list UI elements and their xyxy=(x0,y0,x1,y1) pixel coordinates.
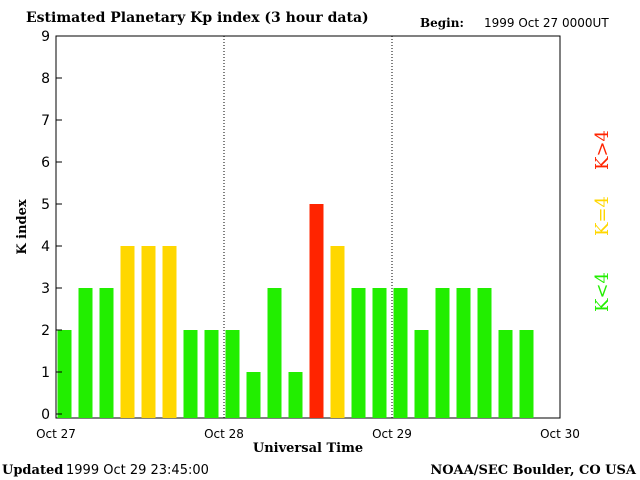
legend-k-equal-4: K=4 xyxy=(592,196,613,236)
kp-bar xyxy=(414,330,429,418)
kp-bar xyxy=(99,288,114,418)
kp-bar xyxy=(372,288,387,418)
kp-bar xyxy=(120,246,135,418)
x-axis-title: Universal Time xyxy=(253,441,363,456)
y-axis: 0 1 2 3 4 5 6 7 8 9 xyxy=(41,29,62,423)
kp-bar xyxy=(330,246,345,418)
kp-bar xyxy=(78,288,93,418)
x-tick-label: Oct 29 xyxy=(372,427,412,441)
y-tick-label: 1 xyxy=(41,365,50,381)
kp-bars xyxy=(57,204,534,418)
legend-k-less-4: K<4 xyxy=(592,272,613,312)
kp-bar xyxy=(519,330,534,418)
kp-bar xyxy=(351,288,366,418)
source-credit: NOAA/SEC Boulder, CO USA xyxy=(430,463,637,478)
y-tick-label: 7 xyxy=(41,113,50,129)
chart-title: Estimated Planetary Kp index (3 hour dat… xyxy=(26,10,369,26)
kp-bar xyxy=(498,330,513,418)
begin-label: Begin: xyxy=(420,16,464,30)
y-tick-label: 6 xyxy=(41,155,50,171)
kp-bar xyxy=(435,288,450,418)
kp-bar xyxy=(288,372,303,418)
x-axis: Oct 27 Oct 28 Oct 29 Oct 30 xyxy=(36,427,580,441)
updated-label: Updated xyxy=(2,463,63,478)
x-tick-label: Oct 27 xyxy=(36,427,76,441)
kp-bar xyxy=(267,288,282,418)
y-tick-label: 4 xyxy=(41,239,50,255)
kp-bar xyxy=(309,204,324,418)
kp-bar xyxy=(456,288,471,418)
y-tick-label: 2 xyxy=(41,323,50,339)
y-axis-title: K index xyxy=(15,199,30,255)
x-tick-label: Oct 30 xyxy=(540,427,580,441)
y-tick-label: 5 xyxy=(41,197,50,213)
y-tick-label: 9 xyxy=(41,29,50,45)
plot-area xyxy=(55,35,561,419)
updated-value: 1999 Oct 29 23:45:00 xyxy=(66,463,209,478)
legend-k-greater-4: K>4 xyxy=(592,130,613,170)
kp-bar xyxy=(225,330,240,418)
kp-bar xyxy=(57,330,72,418)
y-tick-label: 3 xyxy=(41,281,50,297)
kp-bar xyxy=(246,372,261,418)
kp-bar xyxy=(393,288,408,418)
kp-bar xyxy=(162,246,177,418)
y-tick-label: 0 xyxy=(41,407,50,423)
x-tick-label: Oct 28 xyxy=(204,427,244,441)
kp-bar xyxy=(204,330,219,418)
y-tick-label: 8 xyxy=(41,71,50,87)
kp-bar xyxy=(141,246,156,418)
begin-value: 1999 Oct 27 0000UT xyxy=(484,16,609,30)
kp-bar xyxy=(183,330,198,418)
kp-bar xyxy=(477,288,492,418)
